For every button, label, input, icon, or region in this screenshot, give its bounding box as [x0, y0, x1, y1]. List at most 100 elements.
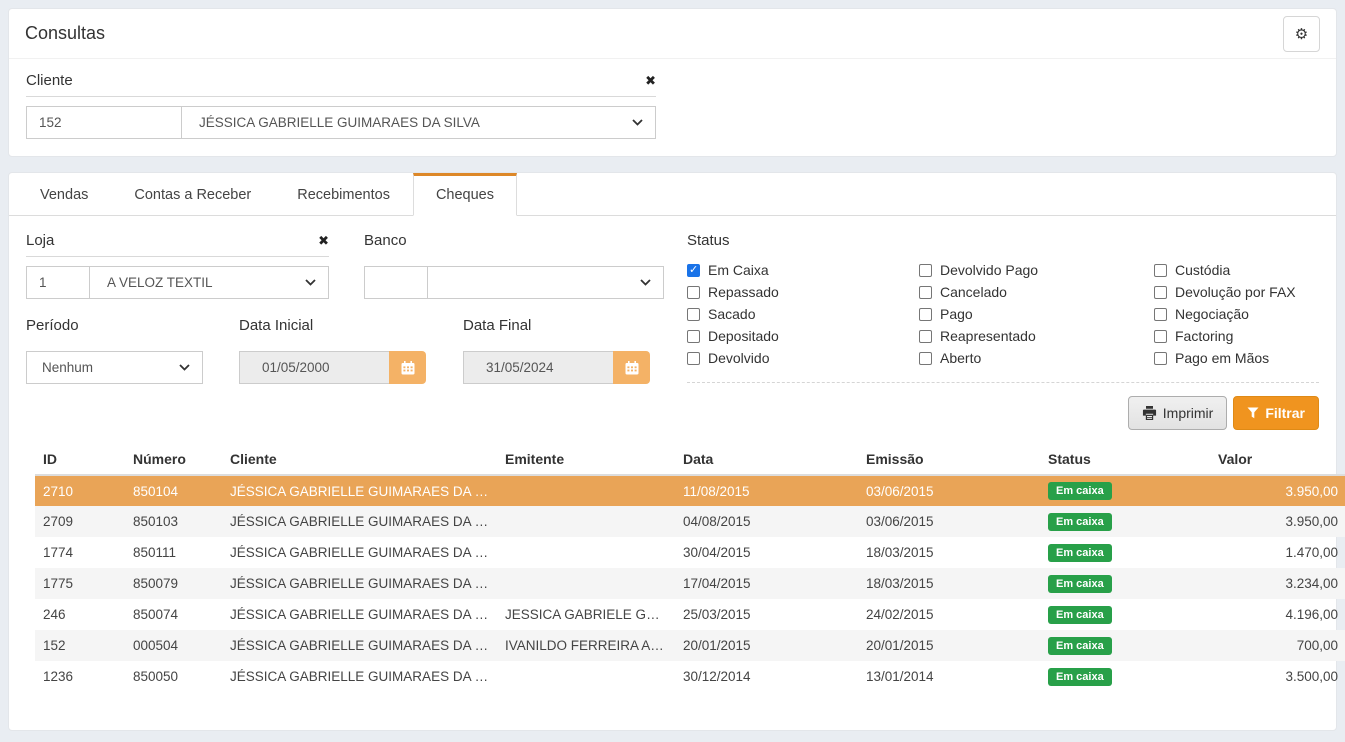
checkbox-icon[interactable] [687, 330, 700, 343]
clear-loja-icon[interactable]: ✖ [318, 234, 329, 247]
cell-numero: 850079 [125, 568, 222, 599]
banco-code-input[interactable] [364, 266, 427, 299]
status-option-label: Repassado [708, 284, 779, 300]
tab-label: Contas a Receber [134, 187, 251, 203]
checkbox-icon[interactable] [1154, 264, 1167, 277]
periodo-select[interactable]: Nenhum [26, 351, 203, 384]
checkbox-icon[interactable] [919, 308, 932, 321]
status-option[interactable]: Depositado [687, 325, 919, 347]
loja-filter-group: Loja ✖ A VELOZ TEXTIL [26, 232, 329, 299]
status-option[interactable]: Custódia [1154, 259, 1319, 281]
cell-cliente: JÉSSICA GABRIELLE GUIMARAES DA SILVA [222, 599, 497, 630]
checkbox-icon[interactable] [687, 352, 700, 365]
status-option[interactable]: Aberto [919, 347, 1154, 369]
table-body: 2710 850104 JÉSSICA GABRIELLE GUIMARAES … [35, 475, 1345, 692]
cell-data: 11/08/2015 [675, 475, 858, 506]
status-option-label: Custódia [1175, 262, 1230, 278]
cliente-select[interactable]: JÉSSICA GABRIELLE GUIMARAES DA SILVA [181, 106, 656, 139]
cell-emissao: 20/01/2015 [858, 630, 1040, 661]
tab[interactable]: Vendas [17, 173, 111, 216]
cell-status: Em caixa [1040, 568, 1210, 599]
tab[interactable]: Contas a Receber [111, 173, 274, 216]
table-header: ID Número Cliente Emitente Data Emissão … [35, 444, 1345, 475]
status-option[interactable]: Em Caixa [687, 259, 919, 281]
loja-inputs: A VELOZ TEXTIL [26, 266, 329, 299]
cliente-code-input[interactable] [26, 106, 181, 139]
cell-data: 25/03/2015 [675, 599, 858, 630]
cell-valor: 3.950,00 [1210, 475, 1345, 506]
banco-filter-group: Banco [364, 232, 664, 299]
table-row[interactable]: 1236 850050 JÉSSICA GABRIELLE GUIMARAES … [35, 661, 1345, 692]
table-row[interactable]: 2709 850103 JÉSSICA GABRIELLE GUIMARAES … [35, 506, 1345, 537]
cell-data: 30/12/2014 [675, 661, 858, 692]
data-inicial-input[interactable] [239, 351, 389, 384]
table-row[interactable]: 2710 850104 JÉSSICA GABRIELLE GUIMARAES … [35, 475, 1345, 506]
table-row[interactable]: 1774 850111 JÉSSICA GABRIELLE GUIMARAES … [35, 537, 1345, 568]
status-option[interactable]: Pago em Mãos [1154, 347, 1319, 369]
checkbox-icon[interactable] [1154, 352, 1167, 365]
tab-label: Recebimentos [297, 187, 390, 203]
status-option[interactable]: Devolvido Pago [919, 259, 1154, 281]
status-option[interactable]: Negociação [1154, 303, 1319, 325]
status-option-label: Sacado [708, 306, 755, 322]
status-option[interactable]: Reapresentado [919, 325, 1154, 347]
data-final-calendar-button[interactable] [613, 351, 650, 384]
checkbox-icon[interactable] [687, 286, 700, 299]
status-option[interactable]: Repassado [687, 281, 919, 303]
table-row[interactable]: 152 000504 JÉSSICA GABRIELLE GUIMARAES D… [35, 630, 1345, 661]
chevron-down-icon [305, 279, 316, 286]
tab[interactable]: Cheques [413, 173, 517, 216]
cliente-filter-group: Cliente ✖ JÉSSICA GABRIELLE GUIMARAES DA… [26, 72, 656, 139]
table-row[interactable]: 1775 850079 JÉSSICA GABRIELLE GUIMARAES … [35, 568, 1345, 599]
periodo-filter-group: Período Nenhum [26, 317, 203, 384]
cell-status: Em caixa [1040, 537, 1210, 568]
status-option[interactable]: Devolvido [687, 347, 919, 369]
settings-button[interactable]: ⚙ [1283, 16, 1320, 52]
data-final-input[interactable] [463, 351, 613, 384]
status-option-label: Pago em Mãos [1175, 350, 1269, 366]
status-option-label: Cancelado [940, 284, 1007, 300]
clear-cliente-icon[interactable]: ✖ [645, 74, 656, 87]
table-row[interactable]: 246 850074 JÉSSICA GABRIELLE GUIMARAES D… [35, 599, 1345, 630]
status-option[interactable]: Pago [919, 303, 1154, 325]
cell-emitente [497, 475, 675, 506]
checkbox-icon[interactable] [919, 330, 932, 343]
loja-select[interactable]: A VELOZ TEXTIL [89, 266, 329, 299]
col-header-status: Status [1040, 444, 1210, 475]
status-option-label: Aberto [940, 350, 981, 366]
tab[interactable]: Recebimentos [274, 173, 413, 216]
status-option[interactable]: Cancelado [919, 281, 1154, 303]
checkbox-icon[interactable] [1154, 286, 1167, 299]
checkbox-icon[interactable] [687, 264, 700, 277]
cell-id: 1774 [35, 537, 125, 568]
cell-emitente: IVANILDO FERREIRA ALVES FI... [497, 630, 675, 661]
data-inicial-inputs [239, 351, 426, 384]
status-option-label: Em Caixa [708, 262, 769, 278]
filtrar-button[interactable]: Filtrar [1233, 396, 1319, 430]
loja-code-input[interactable] [26, 266, 89, 299]
checkbox-icon[interactable] [919, 286, 932, 299]
data-inicial-calendar-button[interactable] [389, 351, 426, 384]
status-option[interactable]: Factoring [1154, 325, 1319, 347]
filters-left: Loja ✖ A VELOZ TEXTIL [26, 232, 687, 384]
imprimir-label: Imprimir [1163, 405, 1214, 421]
checkbox-icon[interactable] [1154, 308, 1167, 321]
periodo-label: Período [26, 317, 79, 334]
status-option[interactable]: Devolução por FAX [1154, 281, 1319, 303]
status-option[interactable]: Sacado [687, 303, 919, 325]
banco-select[interactable] [427, 266, 664, 299]
tab-label: Vendas [40, 187, 88, 203]
checkbox-icon[interactable] [1154, 330, 1167, 343]
cliente-section: Cliente ✖ JÉSSICA GABRIELLE GUIMARAES DA… [9, 59, 1336, 156]
cell-cliente: JÉSSICA GABRIELLE GUIMARAES DA SILVA [222, 630, 497, 661]
status-badge: Em caixa [1048, 606, 1112, 624]
imprimir-button[interactable]: Imprimir [1128, 396, 1228, 430]
checkbox-icon[interactable] [687, 308, 700, 321]
status-badge: Em caixa [1048, 668, 1112, 686]
checkbox-icon[interactable] [919, 352, 932, 365]
cell-numero: 850074 [125, 599, 222, 630]
cheques-tab-content: Loja ✖ A VELOZ TEXTIL [9, 216, 1336, 692]
consultas-panel: Consultas ⚙ Cliente ✖ JÉSSICA GABRIELLE … [8, 8, 1337, 157]
cell-data: 30/04/2015 [675, 537, 858, 568]
checkbox-icon[interactable] [919, 264, 932, 277]
